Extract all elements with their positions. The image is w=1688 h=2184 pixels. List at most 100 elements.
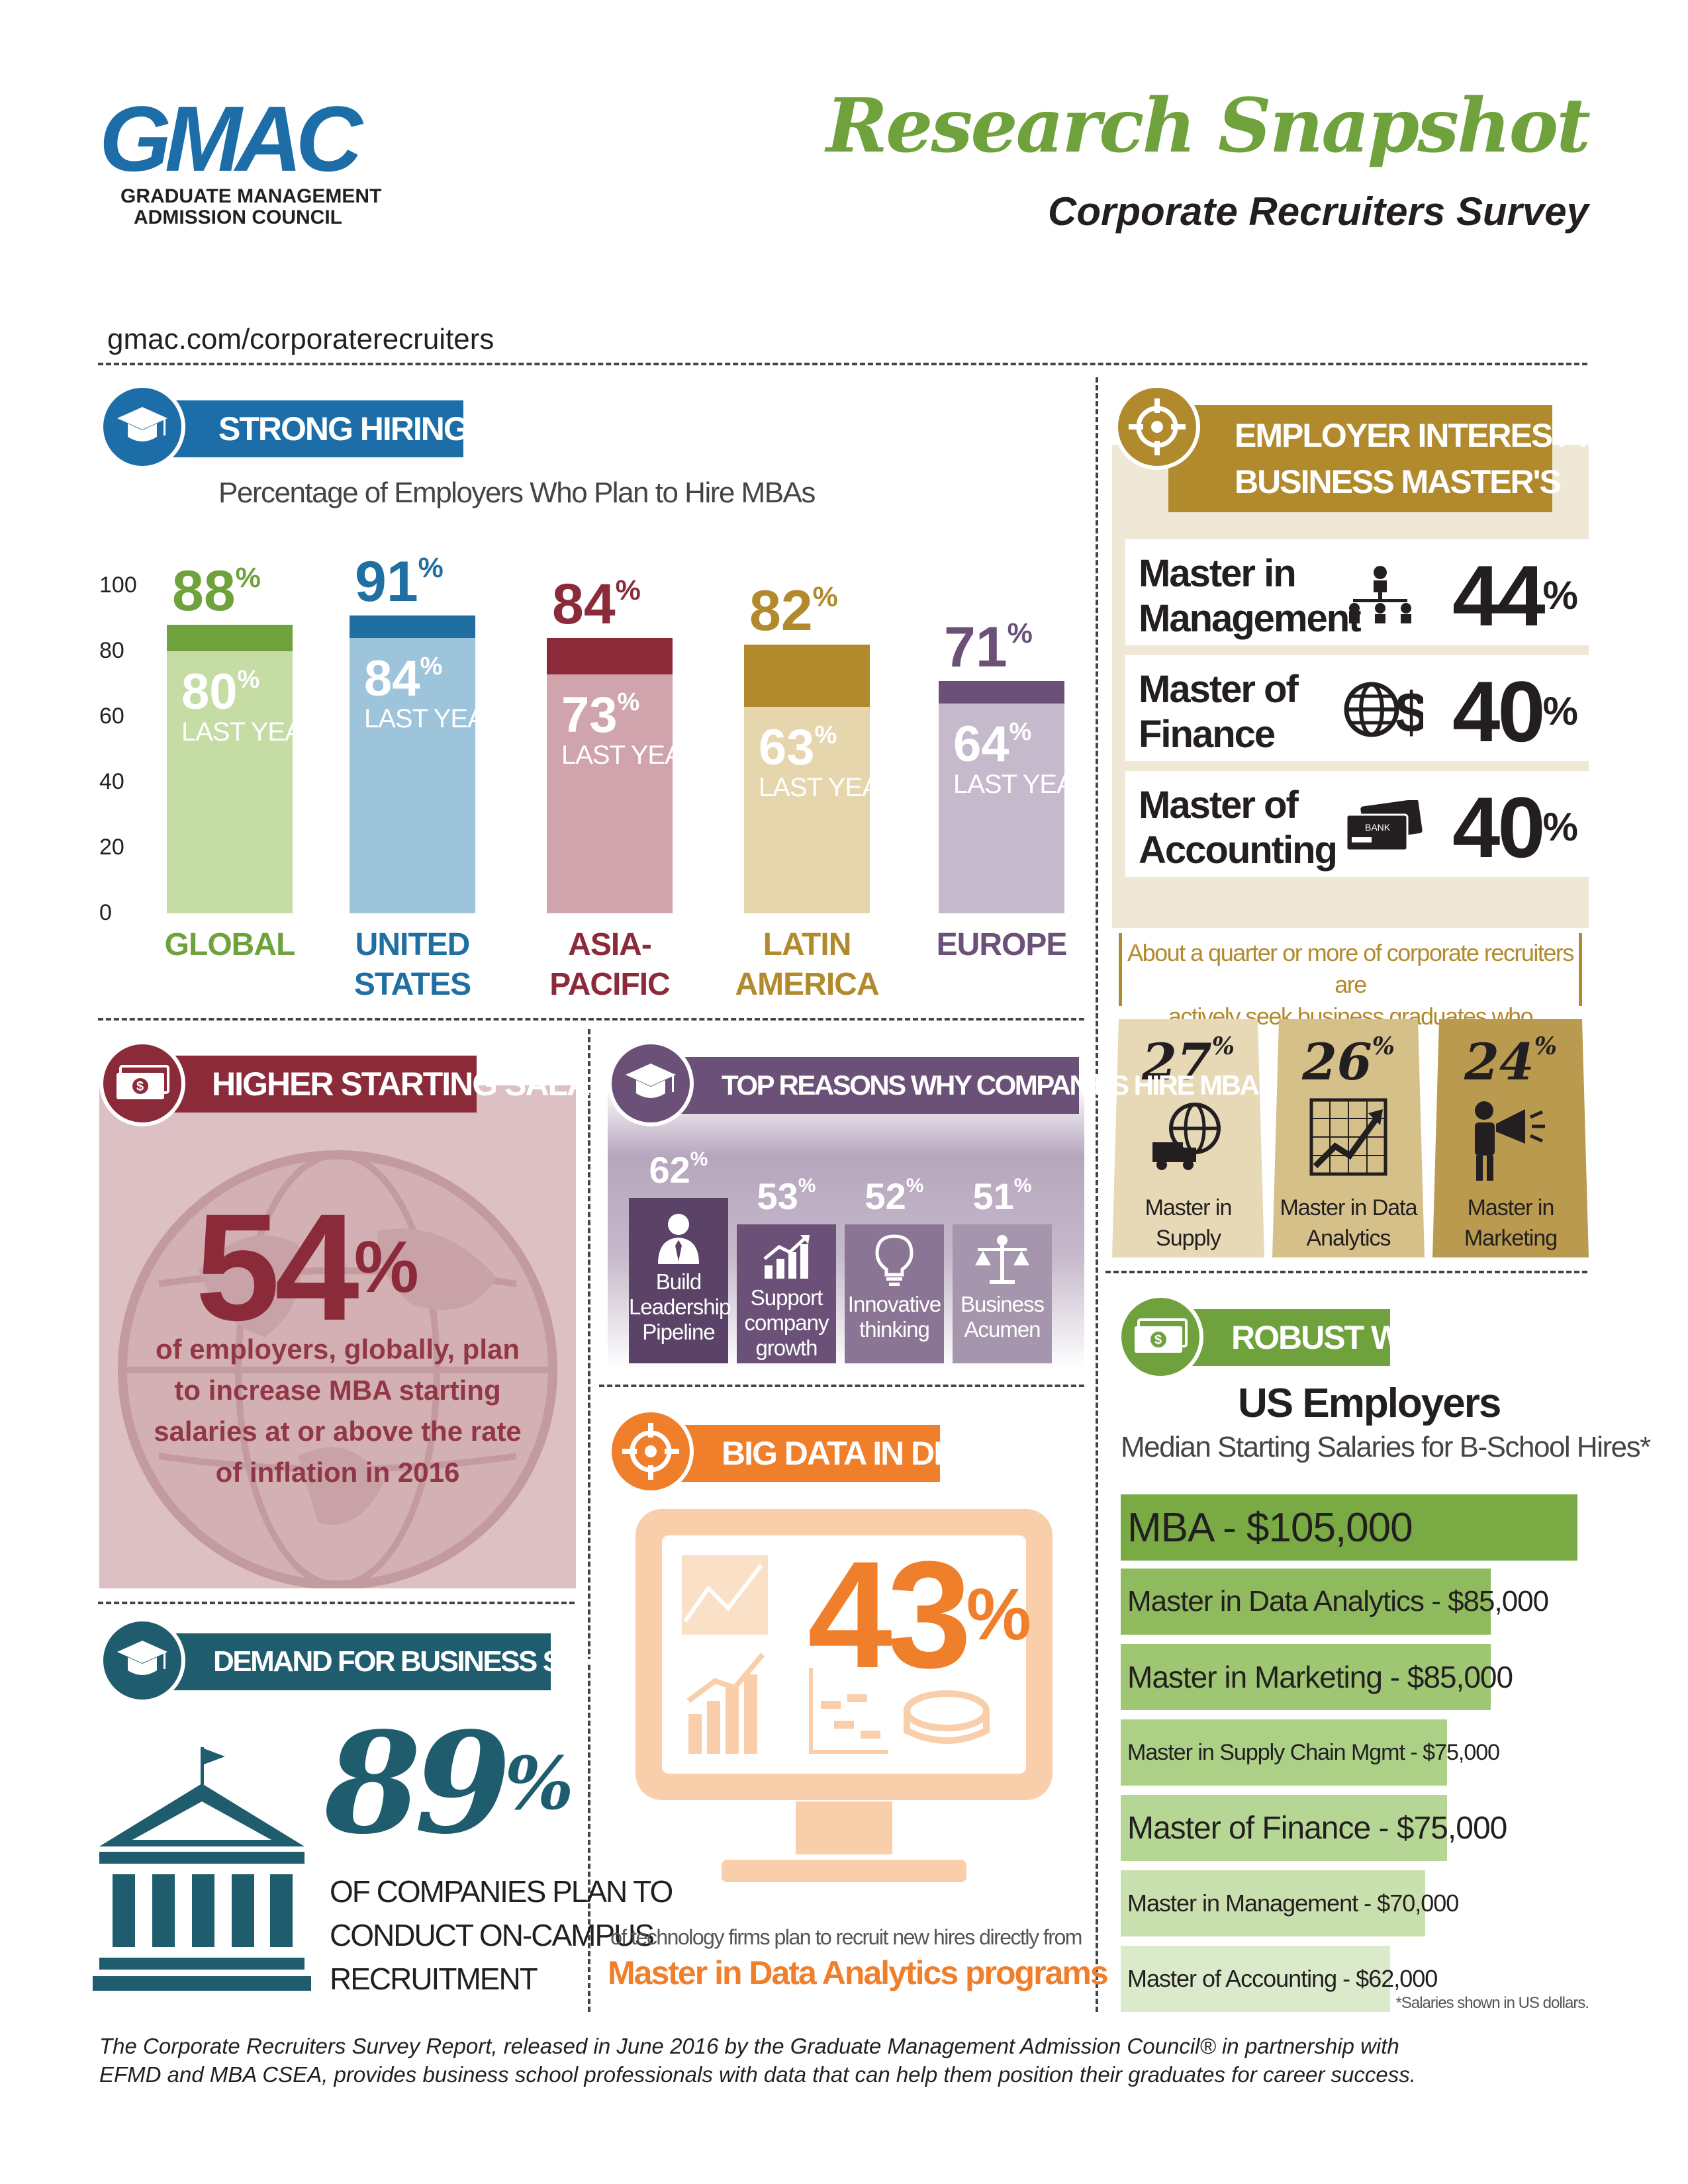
- nonmba-value: 44: [1452, 547, 1546, 644]
- wages-subtitle: Median Starting Salaries for B-School Hi…: [1121, 1431, 1651, 1463]
- logo-subtitle-1: GRADUATE MANAGEMENT: [120, 185, 382, 207]
- growth-chart-icon: [1309, 1097, 1388, 1180]
- bar-this-year: [350, 615, 475, 639]
- salary-bar: Master in Marketing - $85,000: [1121, 1644, 1513, 1710]
- globe-truck-icon: [1149, 1099, 1228, 1175]
- wages-footnote: *Salaries shown in US dollars.: [1395, 1994, 1589, 2012]
- nonmba-note: About a quarter or more of corporate rec…: [1119, 933, 1582, 1062]
- nonmba-label-1: Master in: [1139, 552, 1297, 595]
- reason-value: 51: [972, 1175, 1014, 1217]
- graduation-cap-icon: [608, 1040, 694, 1126]
- reason-label-2: Leadership: [629, 1295, 731, 1319]
- reason-label-3: Pipeline: [642, 1320, 715, 1344]
- target-icon: [608, 1408, 694, 1494]
- last-year-label: LAST YEAR: [181, 717, 321, 747]
- tile-label-1: Master in: [1145, 1195, 1233, 1220]
- bar-this-year: [744, 645, 870, 707]
- y-tick-label: 60: [99, 704, 124, 729]
- gmac-logo: GMAC GRADUATE MANAGEMENT ADMISSION COUNC…: [99, 93, 404, 229]
- hiring-subtitle: Percentage of Employers Who Plan to Hire…: [218, 477, 816, 509]
- nonmba-label-2: Management: [1139, 597, 1362, 640]
- region-label: ASIA- PACIFIC: [549, 927, 670, 1002]
- graduation-cap-icon: [99, 384, 185, 470]
- leader-icon: [629, 1211, 728, 1269]
- bar-value-label: 84%: [552, 572, 641, 637]
- page-title: Research Snapshot: [826, 83, 1591, 169]
- tile-value: 27: [1142, 1032, 1212, 1091]
- salaries-panel: 54% of employers, globally, plan to incr…: [99, 1085, 576, 1588]
- salary-bar: Master in Management - $70,000: [1121, 1870, 1459, 1936]
- salaries-text-1: of employers, globally, plan: [156, 1334, 520, 1365]
- monitor-icon: [622, 1502, 1066, 1916]
- salary-label: Master of Finance - $75,000: [1127, 1810, 1507, 1846]
- bar-last-year: [350, 638, 475, 913]
- master-tile: 24% Master in Marketing: [1432, 1019, 1589, 1257]
- salary-bar: Master of Finance - $75,000: [1121, 1795, 1507, 1861]
- reason-value: 62: [649, 1149, 690, 1191]
- bar-value-label: 71%: [944, 615, 1033, 679]
- y-tick-label: 20: [99, 835, 124, 860]
- region-label: LATIN AMERICA: [735, 927, 880, 1002]
- salary-label: Master of Accounting - $62,000: [1127, 1965, 1438, 1992]
- divider: [98, 1018, 1084, 1021]
- last-year-value-label: 84%: [364, 651, 443, 707]
- last-year-value-label: 63%: [759, 719, 837, 776]
- y-tick-label: 100: [99, 572, 137, 598]
- footer-text: The Corporate Recruiters Survey Report, …: [99, 2032, 1416, 2089]
- master-tile: 27% Master in Supply: [1112, 1019, 1264, 1257]
- salaries-banner-text: HIGHER STARTING SALARIES: [212, 1066, 663, 1103]
- globe-dollar-icon: $: [1344, 676, 1427, 746]
- nonmba-row: Master of Accounting BANK 40%: [1125, 771, 1589, 877]
- growth-icon: [737, 1234, 836, 1285]
- reason-label-3: growth: [755, 1336, 818, 1360]
- university-building-icon: [93, 1747, 311, 2002]
- bar-this-year: [939, 680, 1064, 704]
- website-url[interactable]: gmac.com/corporaterecruiters: [107, 323, 494, 355]
- last-year-value-label: 80%: [181, 664, 260, 720]
- region-label: GLOBAL: [164, 927, 296, 962]
- tile-value: 24: [1464, 1032, 1534, 1091]
- svg-text:$: $: [136, 1079, 144, 1094]
- reason-value: 52: [865, 1175, 906, 1217]
- bar-last-year: [939, 704, 1064, 913]
- last-year-label: LAST YEAR: [364, 704, 504, 734]
- wages-title: US Employers: [1238, 1381, 1501, 1426]
- last-year-value-label: 64%: [953, 716, 1032, 773]
- reason-label-2: thinking: [859, 1317, 930, 1342]
- salaries-text: of employers, globally, plan to increase…: [99, 1329, 576, 1493]
- master-tile: 26% Master in Data Analytics: [1272, 1019, 1425, 1257]
- nonmba-label-1: Master of: [1139, 784, 1299, 827]
- reason-tile: Innovative thinking: [845, 1224, 944, 1363]
- reason-label-1: Business: [961, 1292, 1045, 1316]
- salary-bar: MBA - $105,000: [1121, 1494, 1577, 1561]
- divider: [1096, 377, 1098, 2012]
- nonmba-value: 40: [1452, 779, 1546, 876]
- region-label: EUROPE: [936, 927, 1068, 962]
- reason-label-1: Support: [750, 1285, 823, 1310]
- salary-label: Master in Supply Chain Mgmt - $75,000: [1127, 1739, 1500, 1765]
- hiring-banner: STRONG HIRING DEMAND: [152, 400, 614, 457]
- bar-this-year: [167, 625, 293, 651]
- talent-text-2: CONDUCT ON-CAMPUS: [330, 1918, 655, 1952]
- bar-value-label: 82%: [749, 579, 838, 643]
- money-icon: $: [1117, 1294, 1203, 1380]
- tile-label-2: Marketing: [1464, 1226, 1558, 1251]
- talent-banner: DEMAND FOR BUSINESS SCHOOL TALENT: [147, 1633, 768, 1690]
- nonmba-label-2: Finance: [1139, 713, 1276, 756]
- svg-text:$: $: [1154, 1333, 1162, 1347]
- bar-value-label: 91%: [355, 549, 444, 614]
- divider: [98, 363, 1587, 365]
- salaries-text-4: of inflation in 2016: [215, 1457, 460, 1488]
- nonmba-banner-line-2: BUSINESS MASTER'S: [1235, 463, 1562, 500]
- talent-text: OF COMPANIES PLAN TO CONDUCT ON-CAMPUS R…: [330, 1870, 673, 2001]
- tile-label-2: Analytics: [1306, 1226, 1391, 1251]
- bar-last-year: [744, 707, 870, 913]
- nonmba-row: Master in Management 44%: [1125, 539, 1589, 645]
- money-icon: $: [99, 1040, 185, 1126]
- salaries-text-2: to increase MBA starting: [174, 1375, 501, 1406]
- bar-last-year: [167, 651, 293, 913]
- nonmba-note-line-1: About a quarter or more of corporate rec…: [1127, 939, 1574, 998]
- salary-bar: Master of Accounting - $62,000: [1121, 1946, 1438, 2012]
- talent-text-1: OF COMPANIES PLAN TO: [330, 1874, 673, 1909]
- bigdata-text-2: Master in Data Analytics programs: [608, 1954, 1109, 1991]
